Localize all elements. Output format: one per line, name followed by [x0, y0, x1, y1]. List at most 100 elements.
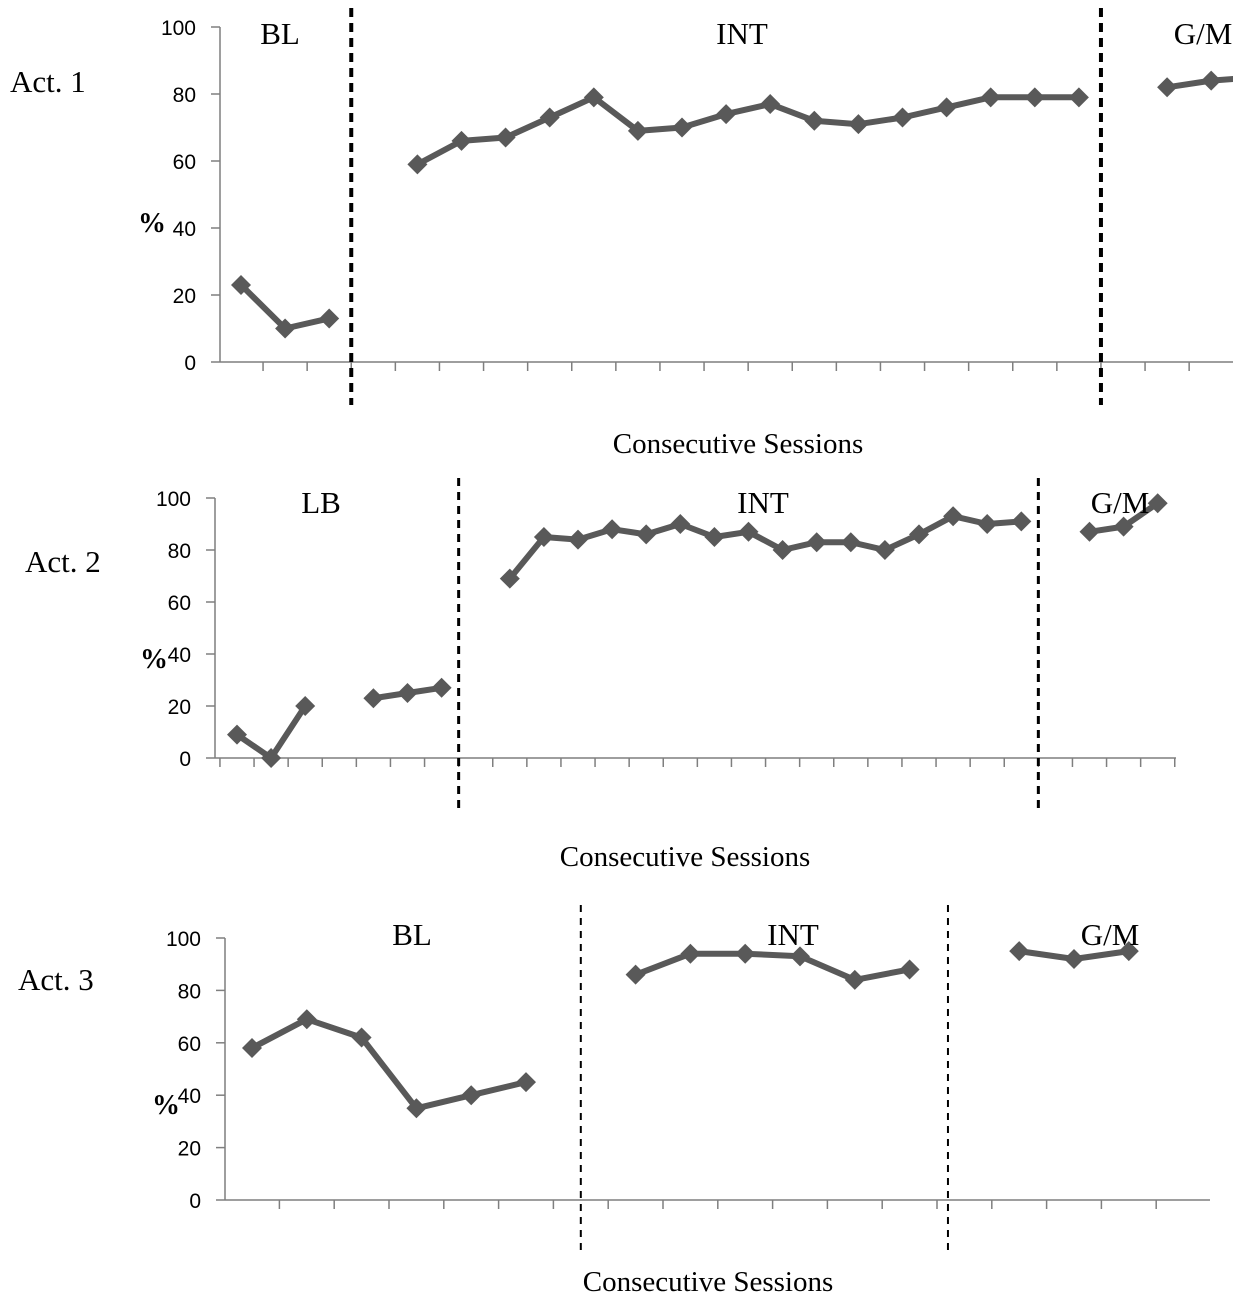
data-point: [1201, 70, 1222, 91]
data-point: [231, 274, 251, 295]
data-point: [295, 696, 316, 716]
series-line-bl: [249, 1016, 529, 1112]
phase-label: INT: [737, 485, 789, 520]
x-axis-label: Consecutive Sessions: [613, 428, 864, 460]
y-axis-label: %: [138, 208, 166, 239]
data-point: [735, 943, 756, 964]
participant-label: Act. 1: [10, 64, 86, 99]
y-tick-label: 0: [189, 1190, 201, 1213]
y-tick-label: 60: [178, 1033, 201, 1056]
series-line-int: [506, 513, 1025, 582]
participant-label: Act. 2: [25, 544, 101, 579]
data-point: [351, 1027, 372, 1048]
y-tick-label: 100: [156, 488, 191, 511]
data-point: [977, 514, 998, 534]
data-point: [451, 130, 472, 151]
data-point: [760, 94, 781, 115]
y-tick-label: 80: [178, 980, 201, 1003]
data-point: [1147, 493, 1168, 514]
y-tick-label: 60: [173, 151, 196, 174]
data-point: [806, 532, 827, 553]
data-point: [790, 946, 810, 967]
y-tick-label: 0: [184, 352, 196, 375]
chart-panel-3: 0 20 40 60 80 100 BL INT G/M Act. 3% Consecutive S…: [18, 905, 1210, 1296]
phase-label: INT: [767, 917, 819, 952]
data-point: [738, 521, 759, 542]
x-axis-label: Consecutive Sessions: [583, 1266, 834, 1296]
data-point: [406, 1098, 427, 1119]
y-tick-label: 100: [166, 928, 201, 951]
y-tick-label: 60: [168, 592, 191, 615]
data-point: [892, 107, 913, 128]
data-point: [943, 506, 964, 527]
data-point: [533, 527, 554, 547]
chart-panel-1: 0 20 40 60 80 100 BL INT G/M Act. 1% Consecutive S…: [10, 8, 1233, 460]
data-point: [499, 568, 520, 589]
data-point: [568, 529, 588, 550]
y-tick-label: 20: [173, 285, 196, 308]
data-point: [495, 127, 516, 148]
phase-label: G/M: [1174, 16, 1233, 51]
data-point: [227, 724, 247, 745]
data-point: [840, 532, 861, 553]
data-point: [296, 1009, 317, 1030]
data-point: [407, 154, 428, 175]
phase-label: BL: [392, 917, 432, 952]
data-point: [704, 527, 725, 547]
data-point: [874, 540, 895, 560]
data-point: [772, 540, 793, 560]
phase-label: INT: [716, 16, 768, 51]
data-point: [804, 110, 825, 131]
data-point: [1011, 511, 1032, 532]
data-point: [1009, 941, 1030, 962]
data-point: [909, 524, 929, 545]
chart-panel-2: 0 20 40 60 80 100 LB INT G/M Act. 2% Consecutive S…: [25, 478, 1176, 873]
data-point: [397, 683, 418, 703]
data-point: [1024, 87, 1045, 108]
data-point: [261, 748, 282, 768]
data-point: [275, 318, 296, 339]
data-point: [242, 1038, 262, 1059]
data-point: [716, 104, 737, 125]
data-point: [848, 114, 869, 135]
data-point: [319, 308, 340, 329]
phase-label: BL: [260, 16, 300, 51]
y-axis-label: %: [140, 644, 168, 675]
y-tick-label: 40: [168, 644, 191, 667]
data-point: [670, 514, 691, 534]
data-point: [431, 677, 452, 698]
data-point: [1157, 77, 1178, 98]
series-line-g-m: [1164, 75, 1233, 91]
y-tick-label: 80: [173, 84, 196, 107]
data-point: [936, 97, 957, 118]
phase-label: G/M: [1091, 485, 1150, 520]
y-tick-label: 0: [179, 748, 191, 771]
data-point: [539, 107, 560, 128]
series-line-int: [632, 950, 913, 983]
data-point: [602, 519, 623, 540]
data-point: [625, 964, 646, 985]
data-point: [672, 117, 692, 138]
data-point: [516, 1072, 536, 1093]
data-point: [461, 1085, 482, 1106]
data-point: [636, 524, 657, 545]
data-point: [1079, 521, 1100, 542]
data-point: [1118, 941, 1139, 962]
data-point: [680, 943, 701, 964]
participant-label: Act. 3: [18, 962, 94, 997]
data-point: [980, 87, 1001, 108]
data-point: [583, 87, 604, 108]
data-point: [1064, 948, 1084, 969]
phase-label: LB: [301, 485, 341, 520]
y-tick-label: 20: [168, 696, 191, 719]
y-axis-label: %: [152, 1090, 180, 1121]
y-tick-label: 100: [161, 17, 196, 40]
series-line-int: [414, 94, 1082, 168]
y-tick-label: 80: [168, 540, 191, 563]
data-point: [627, 120, 648, 141]
data-point: [844, 969, 865, 990]
y-tick-label: 40: [173, 218, 196, 241]
y-tick-label: 20: [178, 1138, 201, 1161]
data-point: [1068, 87, 1089, 108]
